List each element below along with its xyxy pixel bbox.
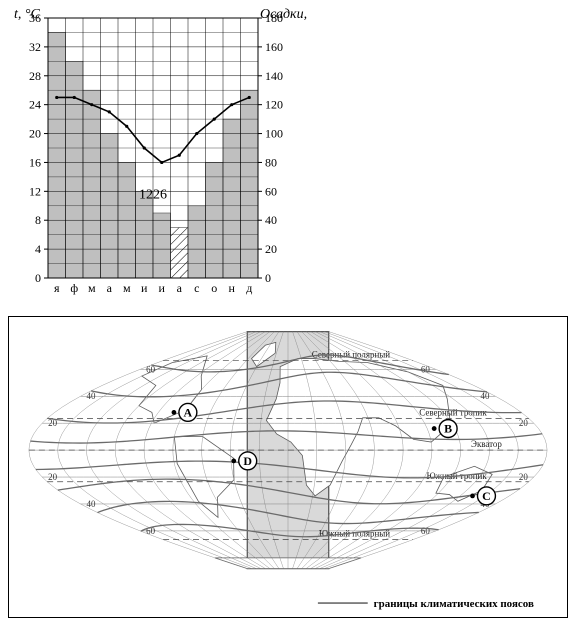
map-point	[432, 426, 437, 431]
right-tick-label: 160	[265, 40, 283, 54]
named-parallel-label: Северный тропик	[419, 408, 487, 418]
precip-bar	[83, 90, 101, 278]
left-tick-label: 20	[29, 127, 41, 141]
left-axis-title: t, °C	[14, 8, 40, 22]
legend-label: границы климатических поясов	[374, 598, 534, 610]
left-tick-label: 24	[29, 98, 41, 112]
right-tick-label: 120	[265, 98, 283, 112]
precip-bar	[153, 213, 171, 278]
lat-label: 40	[87, 499, 96, 509]
right-axis-title: Осадки, мм	[260, 8, 308, 22]
precip-bar	[223, 119, 241, 278]
lat-label: 20	[519, 418, 528, 428]
month-label: д	[246, 281, 252, 295]
map-point	[172, 410, 177, 415]
left-tick-label: 4	[35, 242, 41, 256]
named-parallel-label: Экватор	[471, 439, 502, 449]
month-label: м	[123, 281, 131, 295]
precip-bar	[171, 227, 189, 278]
month-label: с	[194, 281, 199, 295]
page: 0481216202428323602040608010012014016018…	[8, 8, 568, 618]
right-tick-label: 80	[265, 155, 277, 169]
left-tick-label: 28	[29, 69, 41, 83]
lat-label: 60	[421, 364, 430, 374]
left-tick-label: 8	[35, 213, 41, 227]
world-map: 606040402020202040406060Северный полярны…	[9, 317, 567, 617]
left-tick-label: 12	[29, 184, 41, 198]
lat-label: 60	[421, 526, 430, 536]
left-tick-label: 32	[29, 40, 41, 54]
map-point	[470, 494, 475, 499]
month-label: я	[54, 281, 60, 295]
world-map-frame: 606040402020202040406060Северный полярны…	[8, 316, 568, 618]
month-label: ф	[70, 281, 78, 295]
lat-label: 40	[481, 391, 490, 401]
left-tick-label: 16	[29, 155, 41, 169]
lat-label: 20	[48, 472, 57, 482]
precip-bar	[241, 90, 259, 278]
month-label: м	[88, 281, 96, 295]
right-tick-label: 100	[265, 127, 283, 141]
marker-label: B	[444, 422, 452, 436]
month-label: и	[159, 281, 166, 295]
month-label: н	[229, 281, 236, 295]
right-tick-label: 20	[265, 242, 277, 256]
precip-bar	[66, 61, 84, 278]
lat-label: 20	[519, 472, 528, 482]
right-tick-label: 40	[265, 213, 277, 227]
marker-label: D	[243, 454, 252, 468]
marker-label: A	[184, 405, 193, 419]
climagram-chart: 0481216202428323602040608010012014016018…	[8, 8, 308, 308]
month-label: и	[141, 281, 148, 295]
right-tick-label: 140	[265, 69, 283, 83]
month-label: а	[177, 281, 183, 295]
marker-label: C	[482, 489, 491, 503]
month-label: о	[211, 281, 217, 295]
lat-label: 40	[87, 391, 96, 401]
left-tick-label: 0	[35, 271, 41, 285]
precip-bar	[48, 32, 66, 278]
precip-bar	[188, 206, 206, 278]
month-label: а	[107, 281, 113, 295]
annual-total-label: 1226	[139, 188, 167, 203]
right-tick-label: 0	[265, 271, 271, 285]
right-tick-label: 60	[265, 184, 277, 198]
map-point	[231, 459, 236, 464]
